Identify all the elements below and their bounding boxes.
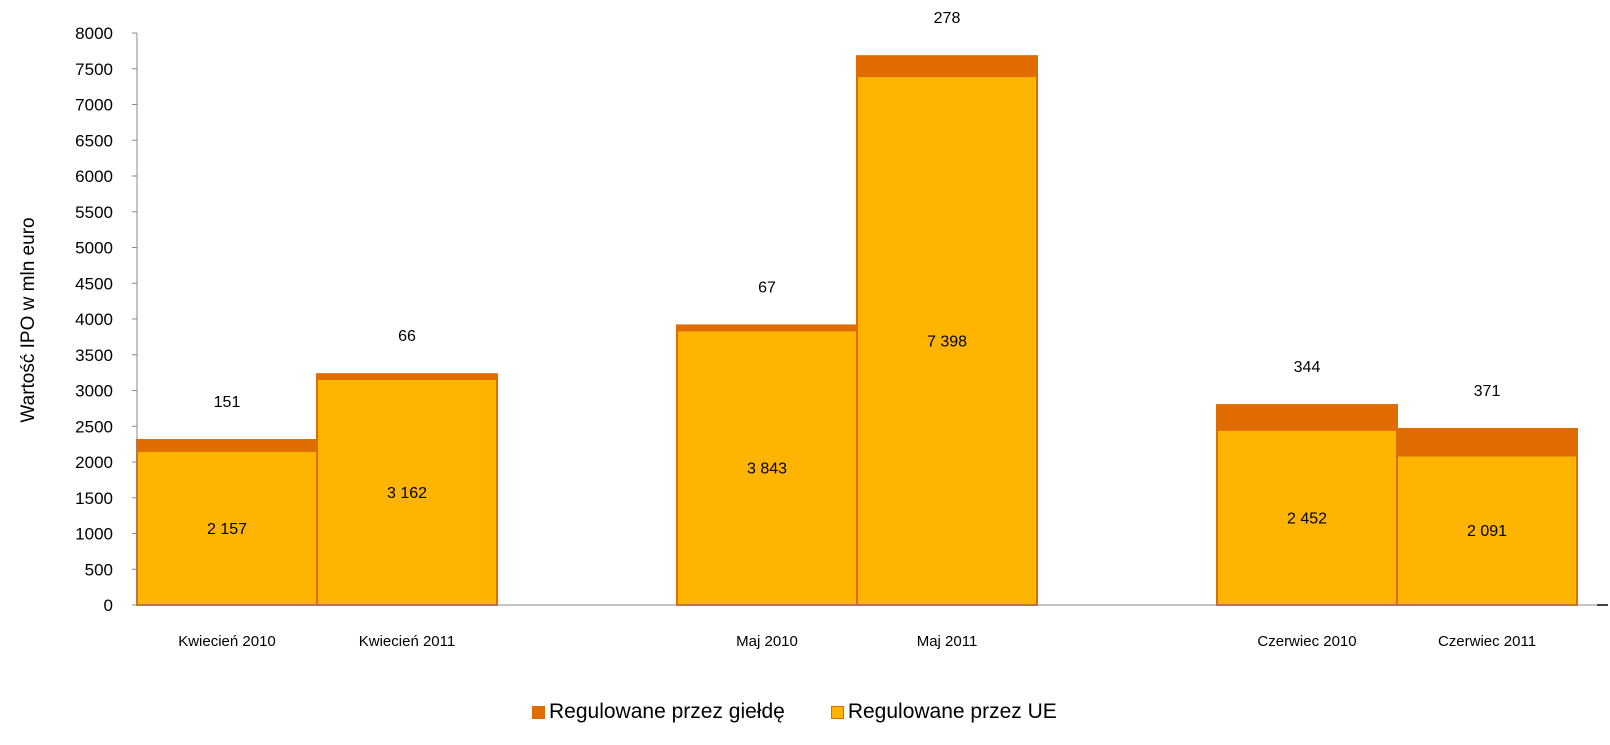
category-label-0: Kwiecień 2010	[178, 633, 276, 650]
y-tick-label: 6000	[75, 167, 113, 186]
y-tick-label: 6500	[75, 131, 113, 150]
category-label-3: Maj 2011	[917, 633, 978, 650]
y-tick-label: 0	[104, 596, 113, 615]
category-labels: Kwiecień 2010 Kwiecień 2011 Maj 2010 Maj 20…	[178, 633, 1536, 650]
category-label-4: Czerwiec 2010	[1257, 633, 1356, 650]
value-label-eu-1: 3 162	[387, 485, 427, 502]
category-label-1: Kwiecień 2011	[359, 633, 455, 650]
y-tick-label: 7500	[75, 60, 113, 79]
legend-swatch-eu	[831, 706, 844, 719]
value-label-exchange-4: 344	[1294, 359, 1321, 376]
y-tick-label: 5500	[75, 203, 113, 222]
y-tick-label: 3000	[75, 382, 113, 401]
y-axis-ticks: 0 500 1000 1500 2000 2500 3000 3500 4000 4500 5000…	[75, 24, 137, 615]
value-label-exchange-1: 66	[398, 328, 416, 345]
y-tick-label: 2500	[75, 417, 113, 436]
y-tick-label: 3500	[75, 346, 113, 365]
y-tick-label: 8000	[75, 24, 113, 43]
value-label-exchange-0: 151	[214, 394, 241, 411]
legend-label-exchange: Regulowane przez giełdę	[549, 700, 785, 724]
legend-swatch-exchange	[532, 706, 545, 719]
y-tick-label: 4000	[75, 310, 113, 329]
y-tick-label: 4500	[75, 274, 113, 293]
value-label-eu-4: 2 452	[1287, 510, 1327, 527]
value-label-exchange-5: 371	[1474, 383, 1501, 400]
legend-item-exchange: Regulowane przez giełdę	[532, 700, 785, 724]
y-tick-label: 5000	[75, 239, 113, 258]
value-label-exchange-2: 67	[758, 279, 776, 296]
y-tick-label: 2000	[75, 453, 113, 472]
legend-label-eu: Regulowane przez UE	[848, 700, 1057, 724]
bar-exchange-4	[1217, 405, 1397, 430]
bars-group	[137, 56, 1577, 605]
value-label-eu-3: 7 398	[927, 334, 967, 351]
category-label-2: Maj 2010	[736, 633, 798, 650]
legend-item-eu: Regulowane przez UE	[831, 700, 1057, 724]
category-label-5: Czerwiec 2011	[1438, 633, 1536, 650]
y-tick-label: 1500	[75, 489, 113, 508]
bar-exchange-0	[137, 440, 317, 451]
value-label-eu-5: 2 091	[1467, 523, 1507, 540]
bar-exchange-2	[677, 325, 857, 330]
y-tick-label: 1000	[75, 525, 113, 544]
value-label-exchange-3: 278	[934, 10, 961, 27]
bar-exchange-1	[317, 374, 497, 379]
legend: Regulowane przez giełdę Regulowane przez…	[532, 700, 1057, 724]
y-axis-title: Wartość IPO w mln euro	[18, 217, 39, 422]
y-tick-label: 500	[85, 560, 113, 579]
bar-exchange-5	[1397, 429, 1577, 456]
value-label-eu-2: 3 843	[747, 461, 787, 478]
y-tick-label: 7000	[75, 96, 113, 115]
bar-exchange-3	[857, 56, 1037, 76]
value-label-eu-0: 2 157	[207, 521, 247, 538]
